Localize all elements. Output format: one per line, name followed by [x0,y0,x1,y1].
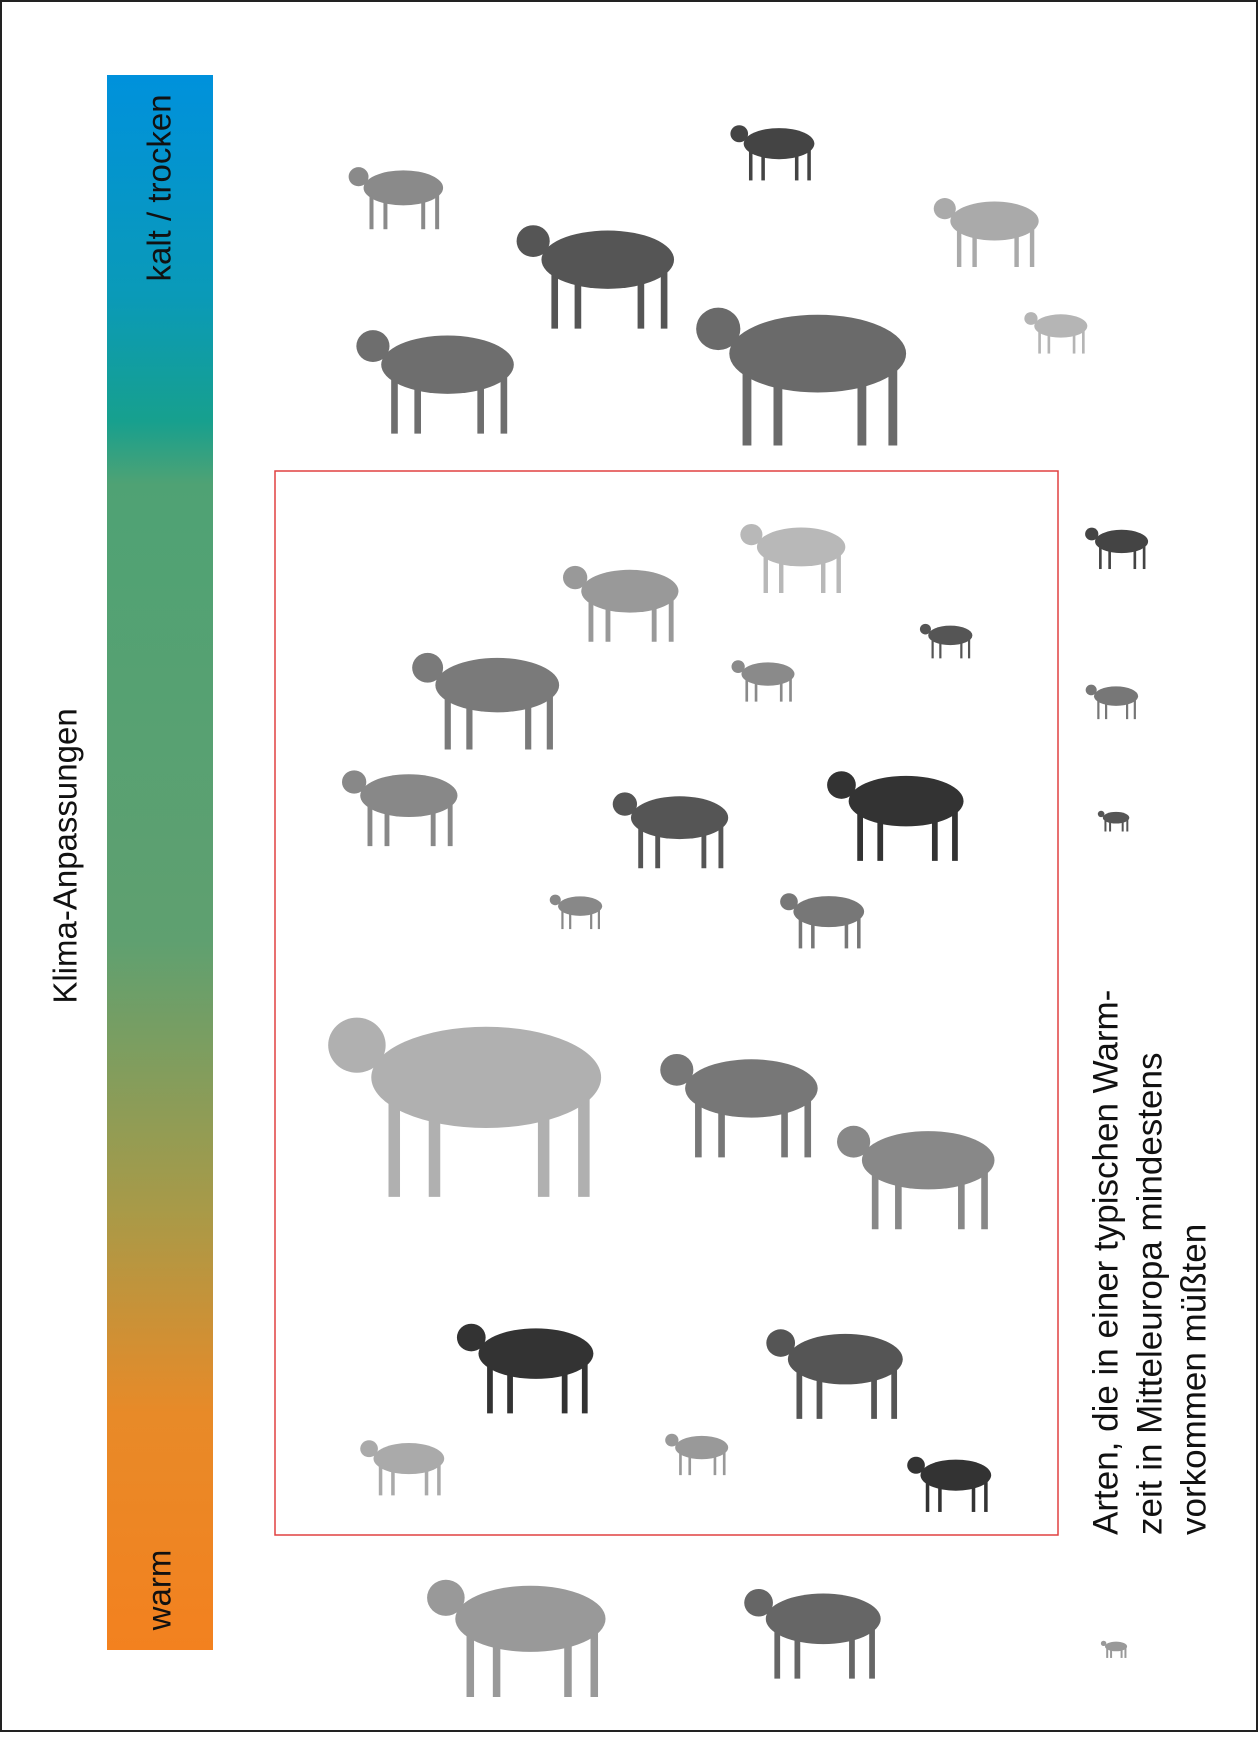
animal [563,566,678,642]
scale-bottom: warm [141,1550,178,1632]
caption-line: Arten, die in einer typischen Warm- [1086,990,1125,1535]
animal [427,1580,605,1697]
animal [613,792,728,868]
scale-top: kalt / trocken [141,94,178,281]
animal [342,770,457,846]
animal [517,225,674,328]
axis-label: Klima-Anpassungen [47,708,84,1003]
animal [412,653,559,750]
animal [457,1324,593,1414]
animal [827,771,963,861]
animal [1086,685,1138,719]
animal [744,1589,880,1679]
animal [349,167,443,229]
animal [837,1126,994,1229]
climate-bar [107,75,213,1650]
page: kalt / trocken warm Klima-Anpassungen Ar… [0,0,1260,1734]
animal [934,198,1039,267]
animal [1085,528,1148,569]
animal [907,1457,991,1512]
animal [665,1434,728,1475]
caption-line: vorkommen müßten [1174,1224,1213,1535]
animal [1098,811,1129,832]
animal [356,330,513,433]
animal [1024,312,1087,353]
animal [740,524,845,593]
animal [920,624,972,658]
animal [550,895,602,929]
animal [766,1329,902,1419]
animal [360,1440,444,1495]
animal [780,893,864,948]
animal [696,308,906,446]
animal-illustrations [328,125,1148,1697]
caption-line: zeit in Mitteleuropa mindestens [1130,1053,1169,1535]
animal [730,125,814,180]
animal [328,1018,601,1197]
animal [1101,1641,1127,1658]
animal [732,660,795,701]
animal [660,1054,817,1157]
